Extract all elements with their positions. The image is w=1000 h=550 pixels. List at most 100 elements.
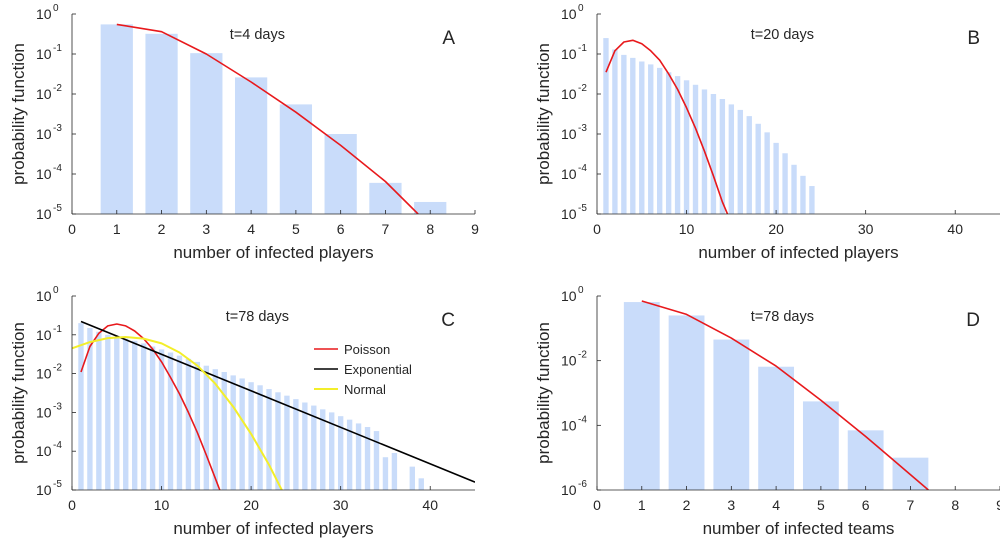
x-tick-label: 6 — [337, 221, 345, 237]
plot-area — [72, 320, 475, 490]
y-tick-base: 10 — [36, 46, 52, 62]
y-tick-exponent: -2 — [578, 83, 587, 94]
bar — [683, 80, 690, 214]
bar — [234, 77, 268, 214]
bar — [713, 339, 750, 490]
y-tick-exponent: 0 — [53, 3, 59, 14]
bar — [809, 186, 815, 214]
x-tick-label: 2 — [683, 497, 691, 513]
bar — [185, 358, 192, 490]
y-tick-exponent: -4 — [578, 163, 587, 174]
y-tick-base: 10 — [561, 288, 577, 304]
line-poisson — [605, 39, 729, 214]
bar — [230, 375, 236, 490]
bar — [212, 369, 218, 490]
bar — [275, 392, 281, 490]
bar — [758, 366, 795, 490]
x-tick-label: 2 — [158, 221, 166, 237]
y-tick-exponent: -6 — [578, 479, 587, 490]
bar — [630, 57, 636, 214]
y-tick-base: 10 — [36, 482, 52, 498]
y-tick-base: 10 — [36, 126, 52, 142]
y-tick-base: 10 — [561, 417, 577, 433]
bar — [639, 61, 645, 214]
bar — [409, 466, 415, 490]
y-tick-base: 10 — [561, 86, 577, 102]
bar — [755, 123, 761, 214]
bar — [369, 182, 402, 214]
bar — [257, 385, 263, 490]
time-annotation: t=78 days — [751, 309, 814, 325]
bar — [692, 84, 699, 214]
x-tick-label: 3 — [202, 221, 210, 237]
line-poisson — [116, 23, 419, 214]
bar — [737, 109, 743, 214]
legend-label-poisson: Poisson — [344, 342, 390, 357]
y-tick-exponent: -2 — [53, 363, 62, 374]
line-normal — [72, 336, 283, 490]
x-tick-label: 3 — [727, 497, 735, 513]
bar — [194, 361, 201, 490]
x-tick-label: 7 — [907, 497, 915, 513]
y-tick-exponent: 0 — [578, 285, 584, 296]
bar — [320, 409, 326, 490]
bar — [279, 104, 313, 214]
y-axis-label: probability function — [534, 43, 553, 185]
y-tick-base: 10 — [561, 126, 577, 142]
bar — [782, 153, 788, 214]
bar — [145, 33, 178, 214]
line-exponential — [80, 320, 475, 483]
y-tick-base: 10 — [561, 46, 577, 62]
y-tick-base: 10 — [561, 206, 577, 222]
bar — [149, 346, 156, 490]
y-tick-exponent: -3 — [53, 401, 62, 412]
x-tick-label: 30 — [333, 497, 349, 513]
bar — [302, 402, 308, 490]
x-tick-label: 5 — [817, 497, 825, 513]
bar — [158, 349, 165, 490]
plot-area — [603, 38, 815, 214]
bar — [140, 343, 147, 490]
bar — [800, 175, 806, 214]
bar — [346, 419, 353, 490]
bar — [311, 405, 317, 490]
x-tick-label: 4 — [772, 497, 780, 513]
y-tick-exponent: -4 — [53, 440, 62, 451]
line-poisson — [80, 323, 221, 490]
bar — [648, 64, 654, 214]
plot-area — [100, 23, 447, 214]
y-tick-exponent: -1 — [53, 43, 62, 54]
panel-label: D — [966, 310, 980, 331]
bar — [284, 395, 290, 490]
bar — [719, 98, 726, 214]
y-tick-base: 10 — [561, 482, 577, 498]
bar — [114, 336, 120, 490]
x-tick-label: 0 — [593, 497, 601, 513]
y-tick-base: 10 — [36, 166, 52, 182]
bar — [324, 134, 357, 214]
y-tick-base: 10 — [36, 443, 52, 459]
bar — [612, 49, 618, 214]
bar — [728, 104, 735, 214]
bar — [293, 399, 299, 490]
x-tick-label: 0 — [68, 497, 76, 513]
bar — [329, 412, 335, 490]
y-tick-exponent: -2 — [53, 83, 62, 94]
bar — [132, 340, 138, 490]
y-tick-exponent: -3 — [578, 123, 587, 134]
bar — [203, 365, 210, 490]
x-tick-label: 10 — [679, 221, 695, 237]
x-tick-label: 40 — [947, 221, 963, 237]
panel-label: C — [441, 310, 455, 331]
x-tick-label: 1 — [638, 497, 646, 513]
bar — [221, 371, 227, 490]
x-axis-label: number of infected players — [173, 519, 373, 538]
bar — [847, 430, 884, 490]
x-tick-label: 20 — [768, 221, 784, 237]
legend-label-exponential: Exponential — [344, 362, 412, 377]
x-axis-label: number of infected players — [173, 243, 373, 262]
bar — [87, 327, 93, 490]
y-tick-base: 10 — [36, 404, 52, 420]
y-tick-base: 10 — [36, 366, 52, 382]
